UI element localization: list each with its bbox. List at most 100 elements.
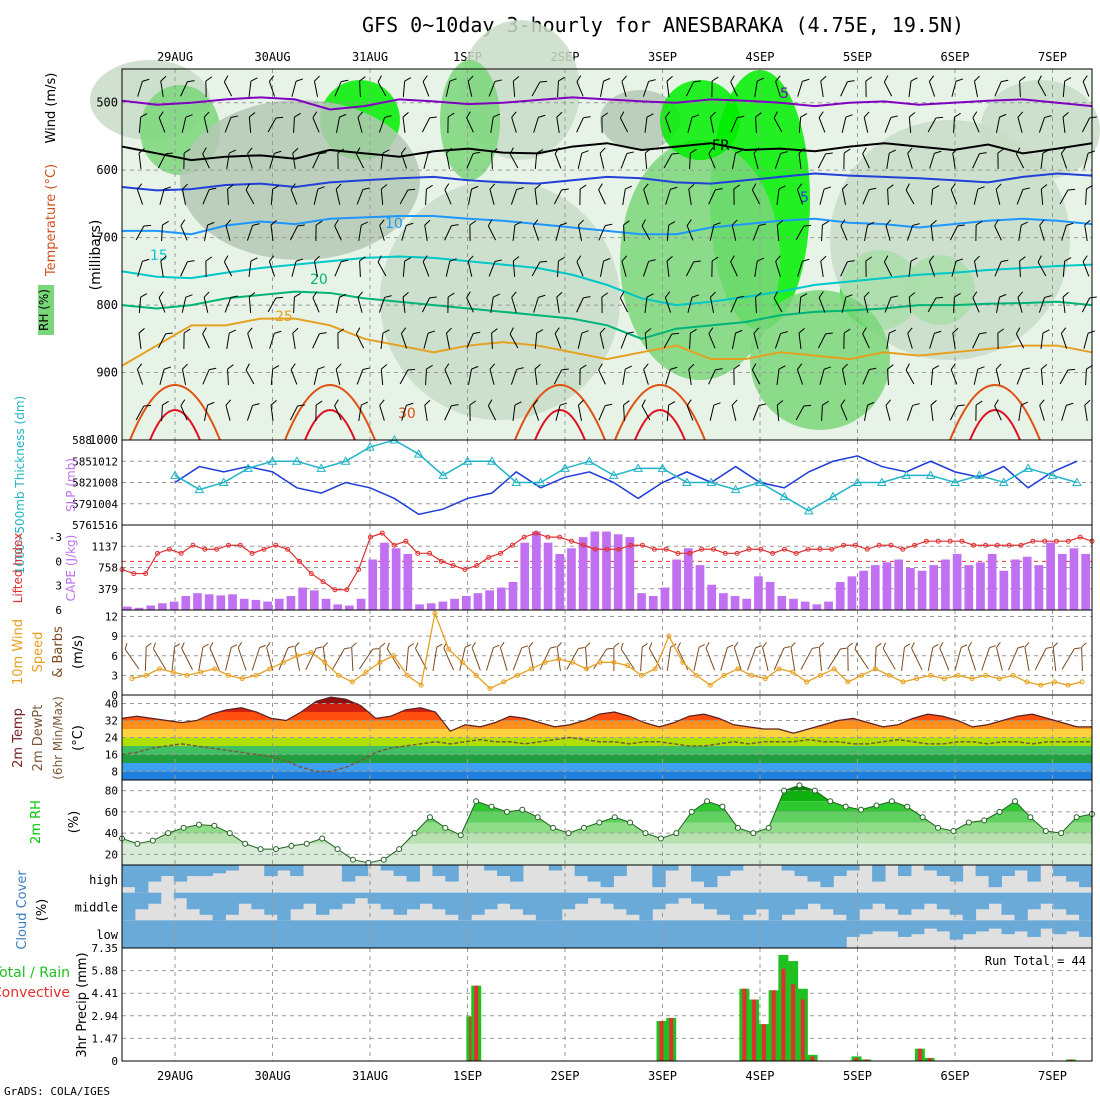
cloud-bar-middle [678,892,692,899]
rh-point [195,821,202,828]
wind-barb [1061,222,1074,241]
barb-shaft [908,260,912,278]
wind-barb [820,255,827,277]
barb-shaft [488,81,496,97]
barb-feather [512,76,520,82]
wind-barb [357,291,364,313]
barb-feather [554,327,560,334]
wind-barb [469,400,477,422]
barb-feather [270,399,277,406]
barb-feather [362,187,371,191]
cape-bar [426,603,436,610]
barb-shaft [467,261,473,277]
barb-feather [599,327,606,334]
barb-shaft [181,648,193,670]
wind-barb [1039,399,1045,421]
temperature-legend-label: Temperature (°C) [44,164,59,277]
wind-barb [357,111,364,133]
barb-shaft [312,153,320,169]
lifted-index-point [1065,538,1071,544]
barb-feather [621,255,628,262]
cape-bar [660,587,670,610]
wind-barb [1060,147,1068,169]
cloud-bar-middle [755,892,770,910]
barb-shaft [883,261,893,277]
barb-shaft [755,296,757,314]
barb-feather [733,184,741,190]
barb-feather [887,184,894,190]
cloud-bar-high [354,865,369,877]
barb-shaft [467,369,473,385]
wind-barb [425,184,433,206]
barb-shaft [1061,405,1067,421]
cape-bar [123,606,132,610]
wind-barb [335,293,347,313]
lifted-index-point [746,546,752,552]
rh-point [750,830,757,837]
wind-barb-10m [209,642,220,671]
lifted-index-point [427,550,433,556]
cape-tick-label: 379 [98,583,118,596]
cape-bar [391,548,401,610]
cloud-bar-middle [316,892,330,915]
barb-feather [380,364,388,370]
lifted-index-point [651,546,657,552]
barb-shaft [972,297,980,313]
barb-shaft [884,297,892,313]
cloud-bar-low [988,920,1002,929]
barb-feather [357,291,364,298]
barb-feather [1017,645,1025,649]
cape-bar [1022,556,1032,610]
barb-feather [559,402,568,406]
wind-barb [862,327,870,349]
wind-barb [841,363,848,385]
barb-feather [266,641,271,648]
barb-feather [386,642,390,650]
barb-shaft [666,260,670,278]
barb-feather [561,188,569,191]
wind-barb [312,152,327,169]
barb-shaft [335,369,341,385]
wind-barb [1062,77,1072,98]
barb-feather [491,328,498,334]
barb-feather [1022,187,1031,191]
wind-barb-10m [818,642,825,672]
barb-shaft [511,297,517,313]
top-date-label: 5SEP [843,50,872,64]
wind-barb [227,184,234,206]
wind-barb [908,292,916,314]
wind-barb [994,79,1009,97]
run-total-annotation: Run Total = 44 [985,954,1086,968]
wind-barb [952,147,959,169]
dewpoint-line [121,736,1092,773]
barb-feather [487,219,493,227]
barb-feather [623,220,630,226]
barb-shaft [930,404,934,422]
wind-barb [401,402,414,421]
barb-feather [967,642,973,648]
barb-shaft [599,81,605,97]
isotherm-label: FR [712,138,730,154]
barb-feather [1039,219,1045,226]
barb-shaft [577,153,583,169]
top-date-label: 31AUG [352,50,388,64]
barb-feather [995,363,1002,370]
cloud-bar-high [1014,865,1028,871]
wind-barb [686,399,694,421]
barb-shaft [994,261,1002,277]
wind-barb [292,147,299,169]
barb-feather [731,219,738,226]
barb-shaft [641,405,651,421]
wind-barb-10m [773,645,791,671]
barb-shaft [863,405,869,421]
cloud-bar-low [290,920,304,948]
cloud-bar-high [445,865,459,882]
barb-shaft [930,368,934,386]
wind-barb [818,291,826,313]
wind-barb [157,152,173,169]
barb-shaft [620,333,628,349]
cape-bar [520,542,530,610]
rh-tick-label: 60 [105,806,118,819]
wind-barb [884,115,899,133]
